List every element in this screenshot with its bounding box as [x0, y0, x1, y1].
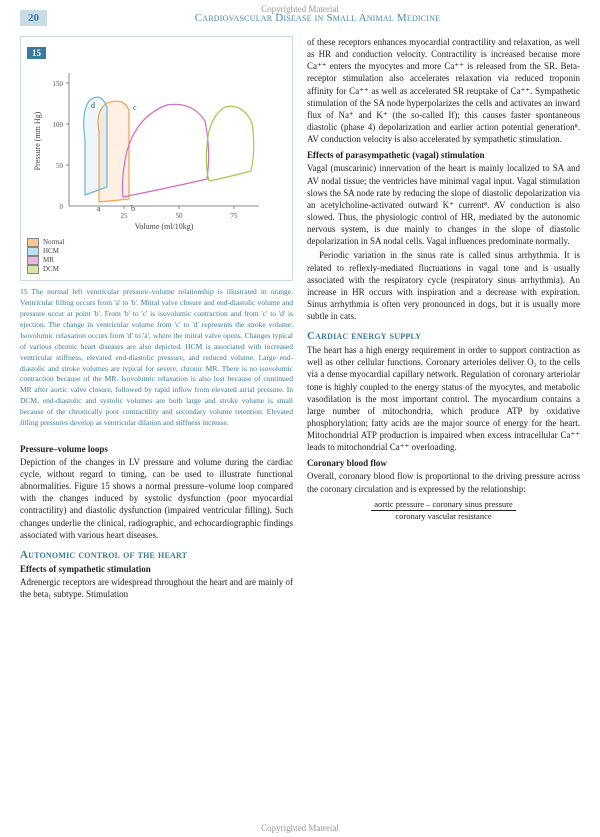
figure-box: 15 0 50 100 150 25 50 75 Volume (ml/10kg…	[20, 36, 293, 281]
legend-item: DCM	[27, 265, 286, 274]
subhead-parasympathetic: Effects of parasympathetic (vagal) stimu…	[307, 149, 580, 161]
paragraph: Periodic variation in the sinus rate is …	[307, 249, 580, 322]
formula-denominator: coronary vascular resistance	[371, 511, 516, 522]
paragraph: Vagal (muscarinic) innervation of the he…	[307, 162, 580, 247]
svg-text:100: 100	[53, 121, 64, 129]
paragraph: Adrenergic receptors are widespread thro…	[20, 576, 293, 600]
column-right: of these receptors enhances myocardial c…	[307, 36, 580, 602]
svg-text:a: a	[97, 204, 101, 213]
subhead-pv-loops: Pressure–volume loops	[20, 443, 293, 455]
paragraph: Depiction of the changes in LV pressure …	[20, 456, 293, 541]
subhead-coronary-flow: Coronary blood flow	[307, 457, 580, 469]
svg-text:25: 25	[121, 212, 129, 220]
svg-text:c: c	[133, 103, 137, 112]
subhead-sympathetic: Effects of sympathetic stimulation	[20, 563, 293, 575]
copyright-top: Copyrighted Material	[0, 4, 600, 14]
copyright-bottom: Copyrighted Material	[0, 823, 600, 833]
x-axis-label: Volume (ml/10kg)	[135, 222, 194, 231]
formula: aortic pressure – coronary sinus pressur…	[307, 499, 580, 523]
left-body: Pressure–volume loops Depiction of the c…	[20, 443, 293, 600]
paragraph: The heart has a high energy requirement …	[307, 344, 580, 453]
column-left: 15 0 50 100 150 25 50 75 Volume (ml/10kg…	[20, 36, 293, 602]
legend-item: MR	[27, 256, 286, 265]
svg-text:50: 50	[176, 212, 184, 220]
svg-text:50: 50	[56, 162, 64, 170]
paragraph: of these receptors enhances myocardial c…	[307, 36, 580, 145]
columns: 15 0 50 100 150 25 50 75 Volume (ml/10kg…	[0, 30, 600, 602]
figure-caption: 15 The normal left ventricular pressure–…	[20, 287, 293, 428]
paragraph: Overall, coronary blood flow is proporti…	[307, 470, 580, 494]
y-axis-label: Pressure (mm Hg)	[33, 111, 42, 170]
pressure-volume-chart: 0 50 100 150 25 50 75 Volume (ml/10kg) P…	[27, 61, 279, 231]
svg-text:d: d	[91, 101, 95, 110]
legend-item: Normal	[27, 238, 286, 247]
svg-text:b: b	[131, 204, 135, 213]
figure-number: 15	[27, 47, 46, 59]
section-cardiac-energy: Cardiac energy supply	[307, 329, 580, 344]
section-autonomic: Autonomic control of the heart	[20, 548, 293, 563]
svg-text:0: 0	[60, 203, 64, 211]
svg-text:75: 75	[231, 212, 239, 220]
svg-text:150: 150	[53, 80, 64, 88]
chart-legend: Normal HCM MR DCM	[27, 238, 286, 274]
legend-item: HCM	[27, 247, 286, 256]
page: Copyrighted Material 20 Cardiovascular D…	[0, 0, 600, 837]
formula-numerator: aortic pressure – coronary sinus pressur…	[371, 499, 516, 511]
